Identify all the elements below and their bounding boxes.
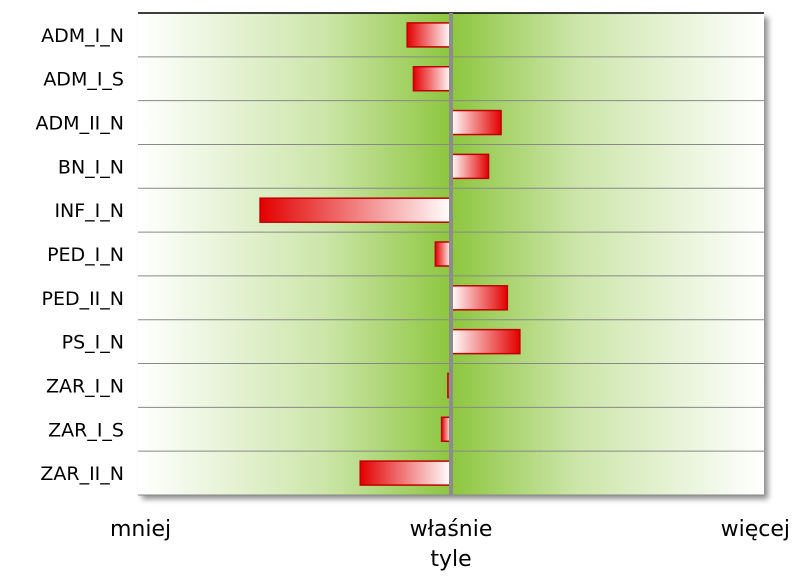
bar-adm-ii-n bbox=[450, 109, 502, 136]
category-label: INF_I_N bbox=[54, 200, 124, 222]
category-label: ZAR_I_N bbox=[46, 375, 124, 397]
category-label: ADM_II_N bbox=[36, 113, 124, 135]
bar-zar-ii-n bbox=[359, 460, 452, 486]
bar-bn-i-n bbox=[450, 153, 490, 180]
bar-adm-i-n bbox=[406, 22, 452, 48]
x-axis-labels: mniej właśnie tyle więcej bbox=[110, 517, 790, 572]
category-label: ADM_I_S bbox=[43, 69, 124, 91]
category-label: PS_I_N bbox=[62, 332, 124, 354]
category-labels: ADM_I_N ADM_I_S ADM_II_N BN_I_N INF_I_N PED_I… bbox=[36, 25, 124, 485]
category-label: PED_II_N bbox=[41, 288, 124, 310]
category-label: ADM_I_N bbox=[41, 25, 124, 47]
category-label: ZAR_I_S bbox=[48, 419, 124, 441]
x-tick-label: właśnie tyle bbox=[410, 517, 493, 572]
category-label: PED_I_N bbox=[47, 244, 124, 266]
category-label: BN_I_N bbox=[58, 156, 124, 178]
category-label: ZAR_II_N bbox=[40, 463, 124, 485]
bar-ped-ii-n bbox=[450, 285, 509, 311]
bar-ped-i-n bbox=[434, 241, 452, 267]
bar-adm-i-s bbox=[412, 65, 452, 92]
x-tick-label: więcej bbox=[721, 517, 790, 542]
x-tick-label: mniej bbox=[110, 517, 171, 542]
bar-ps-i-n bbox=[450, 328, 521, 355]
bar-inf-i-n bbox=[259, 197, 452, 223]
